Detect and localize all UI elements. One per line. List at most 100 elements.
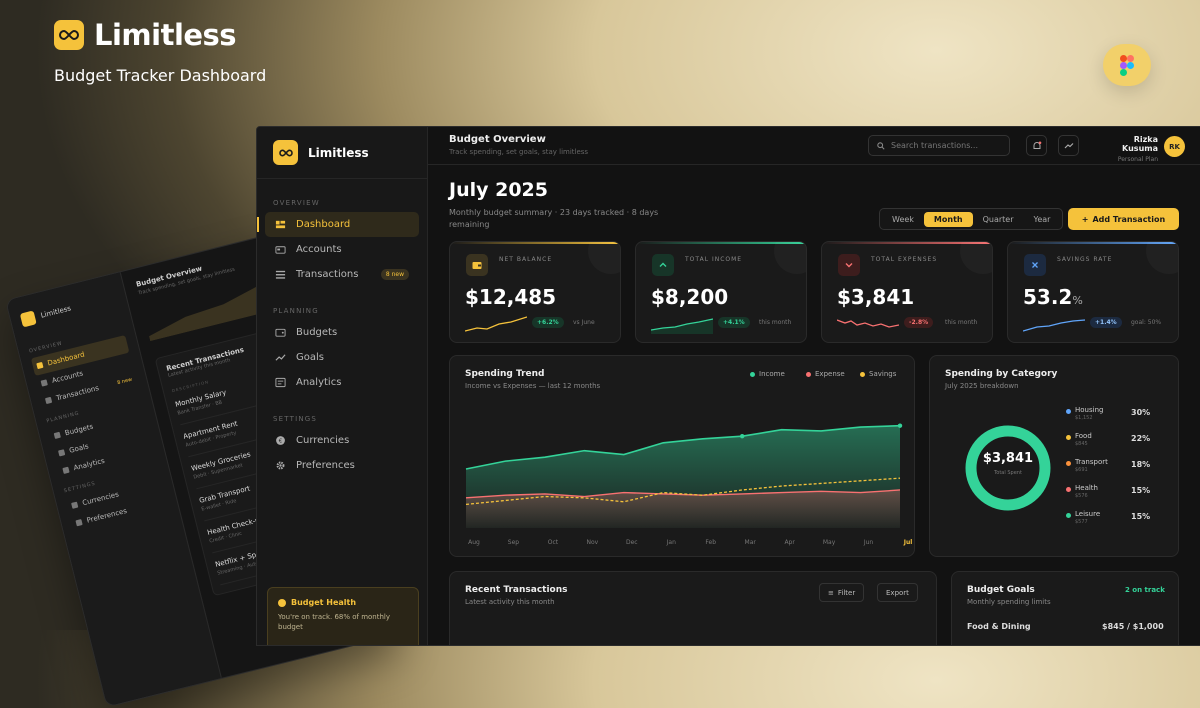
hero-subtitle: Budget Tracker Dashboard — [54, 66, 267, 85]
kpi-compare: this month — [945, 319, 978, 326]
period-selector: Week Month Quarter Year — [879, 208, 1064, 230]
figma-icon[interactable] — [1103, 44, 1151, 86]
infinity-icon — [273, 140, 298, 165]
trend-icon — [1064, 142, 1073, 148]
period-month[interactable]: Month — [923, 211, 973, 227]
kpi-sparkline — [1023, 319, 1085, 332]
x-tick-label: Oct — [548, 539, 559, 546]
period-week[interactable]: Week — [892, 214, 914, 224]
x-tick-label: Aug — [468, 539, 480, 546]
kpi-value: 53.2% — [1023, 285, 1083, 309]
category-item: Housing $1,152 — [1066, 406, 1103, 421]
category-dot — [1066, 409, 1071, 414]
sidebar-item-label: Currencies — [296, 435, 350, 446]
currency-icon: € — [276, 436, 285, 445]
category-pct: 22% — [1131, 434, 1151, 443]
budget-health-desc: You're on track. 68% of monthly budget — [278, 613, 391, 631]
sidebar-item-dashboard[interactable]: Dashboard — [257, 212, 419, 237]
category-pct: 30% — [1131, 408, 1151, 417]
user-name: Rizka Kusuma — [1122, 135, 1158, 153]
sidebar-item-label: Analytics — [296, 377, 342, 388]
preview-brand: Limitless — [39, 304, 72, 320]
notification-button[interactable] — [1026, 135, 1047, 156]
trend-button[interactable] — [1058, 135, 1079, 156]
infinity-icon — [54, 20, 84, 50]
sidebar-item-accounts[interactable]: Accounts — [265, 237, 419, 262]
avatar[interactable]: RK — [1164, 136, 1185, 157]
income-point — [739, 434, 745, 439]
category-item: Leisure $577 — [1066, 510, 1100, 525]
x-tick-label: Sep — [508, 539, 520, 546]
goal-value: $845 / $1,000 — [1102, 622, 1164, 631]
category-subtitle: July 2025 breakdown — [945, 382, 1019, 390]
sidebar-item-transactions[interactable]: Transactions 8 new — [265, 262, 419, 287]
shield-icon — [278, 598, 286, 607]
month-subtitle: Monthly budget summary · 23 days tracked… — [449, 208, 659, 229]
category-pct: 15% — [1131, 512, 1151, 521]
preview-logo-icon — [19, 310, 37, 328]
category-dot — [1066, 435, 1071, 440]
recent-title: Recent Transactions — [465, 585, 568, 595]
trend-icon — [275, 354, 286, 361]
kpi-sparkline — [837, 319, 899, 328]
sidebar-item-label: Accounts — [296, 244, 342, 255]
recent-transactions-card: Recent Transactions Latest activity this… — [449, 571, 937, 645]
arrow-up-icon — [652, 254, 674, 276]
export-button[interactable]: Export — [877, 583, 918, 602]
transactions-icon — [275, 270, 286, 279]
kpi-compare: vs June — [573, 319, 595, 326]
x-tick-label: Mar — [745, 539, 757, 546]
trend-subtitle: Income vs Expenses — last 12 months — [465, 382, 601, 390]
app-window: Limitless OVERVIEW Dashboard Accounts Tr… — [256, 126, 1200, 646]
spending-trend-card: Spending Trend Income vs Expenses — last… — [449, 355, 915, 557]
x-tick-label: Dec — [626, 539, 638, 546]
sidebar-item-label: Dashboard — [296, 219, 351, 230]
section-settings: SETTINGS — [273, 415, 318, 423]
kpi-change: +6.2% — [532, 317, 564, 328]
kpi-compare: goal: 50% — [1131, 319, 1162, 326]
legend-income: Income — [750, 370, 785, 378]
bell-icon — [1033, 141, 1041, 149]
budget-health-title: Budget Health — [291, 598, 357, 607]
user-info: Rizka Kusuma Personal Plan — [1096, 135, 1158, 163]
add-transaction-button[interactable]: + Add Transaction — [1068, 208, 1179, 230]
sidebar-item-preferences[interactable]: Preferences — [265, 453, 419, 478]
sidebar-item-label: Budgets — [296, 327, 338, 338]
card-icon — [275, 246, 286, 254]
income-line — [465, 424, 901, 470]
category-pct: 15% — [1131, 486, 1151, 495]
spending-by-category-card: Spending by Category July 2025 breakdown… — [929, 355, 1179, 557]
goals-subtitle: Monthly spending limits — [967, 598, 1051, 606]
sidebar-item-currencies[interactable]: € Currencies — [265, 428, 419, 453]
search-input[interactable]: Search transactions... — [868, 135, 1010, 156]
period-quarter[interactable]: Quarter — [982, 214, 1014, 224]
donut-total: $3,841 — [982, 451, 1034, 466]
goal-name: Food & Dining — [967, 622, 1031, 631]
kpi-savings-rate: SAVINGS RATE 53.2% +1.4% goal: 50% — [1007, 241, 1179, 343]
kpi-label: NET BALANCE — [499, 256, 553, 263]
period-year[interactable]: Year — [1033, 214, 1051, 224]
category-item: Health $576 — [1066, 484, 1098, 499]
kpi-change: +1.4% — [1090, 317, 1122, 328]
section-overview: OVERVIEW — [273, 199, 320, 207]
x-tick-label: May — [823, 539, 836, 546]
x-tick-label: Jan — [666, 539, 676, 546]
sidebar-item-budgets[interactable]: Budgets — [265, 320, 419, 345]
sidebar-item-goals[interactable]: Goals — [265, 345, 419, 370]
category-pct: 18% — [1131, 460, 1151, 469]
month-title: July 2025 — [449, 179, 548, 201]
main-content: July 2025 Monthly budget summary · 23 da… — [428, 165, 1200, 645]
sidebar-item-label: Transactions — [296, 269, 359, 280]
hero-brand: Limitless — [54, 18, 237, 52]
sidebar-item-analytics[interactable]: Analytics — [265, 370, 419, 395]
sidebar-item-label: Goals — [296, 352, 324, 363]
wallet-icon — [466, 254, 488, 276]
transactions-badge: 8 new — [380, 269, 409, 280]
section-planning: PLANNING — [273, 307, 319, 315]
category-item: Food $845 — [1066, 432, 1092, 447]
dashboard-icon — [275, 220, 286, 229]
sidebar-header: Limitless — [257, 127, 427, 179]
trend-title: Spending Trend — [465, 369, 545, 379]
x-tick-label: Apr — [784, 539, 795, 546]
filter-button[interactable]: ≡ Filter — [819, 583, 865, 602]
